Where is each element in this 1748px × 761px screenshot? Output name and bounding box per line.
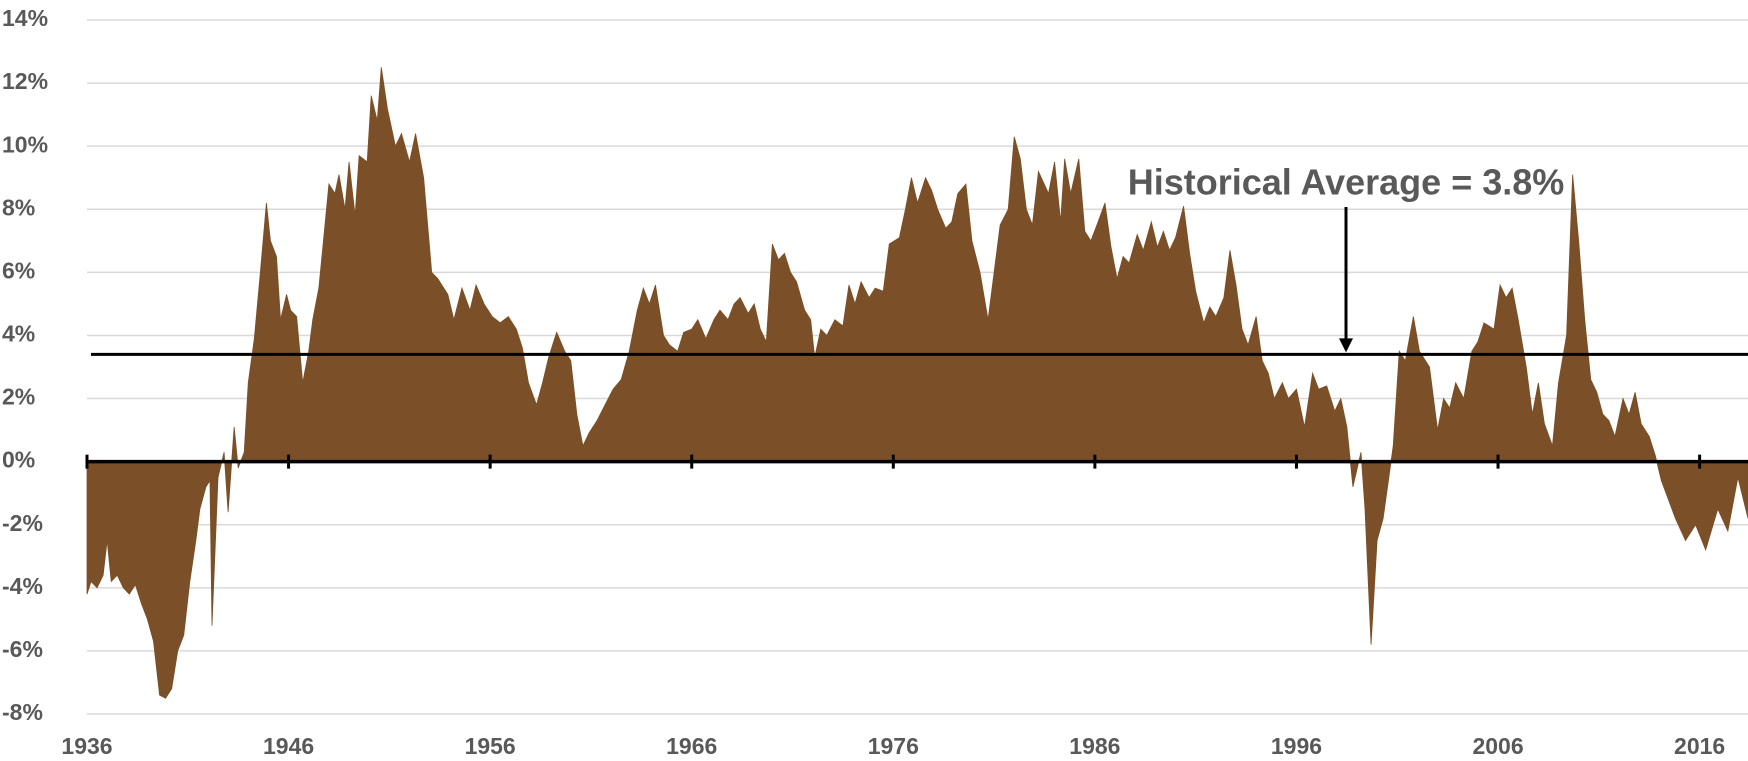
y-tick-label: 14% xyxy=(2,5,48,31)
y-tick-label: 4% xyxy=(2,321,35,347)
y-tick-label: 8% xyxy=(2,194,35,220)
x-tick-label: 1936 xyxy=(61,733,112,759)
annotation: Historical Average = 3.8% xyxy=(1128,162,1565,203)
y-tick-label: -4% xyxy=(2,573,43,599)
arrow-head xyxy=(1339,338,1353,353)
y-tick-label: 6% xyxy=(2,257,35,283)
x-tick-label: 1996 xyxy=(1271,733,1322,759)
y-tick-label: -8% xyxy=(2,699,43,725)
y-tick-label: 2% xyxy=(2,384,35,410)
y-tick-label: 0% xyxy=(2,447,35,473)
x-tick-label: 1986 xyxy=(1069,733,1120,759)
x-tick-label: 1976 xyxy=(868,733,919,759)
x-tick-label: 2016 xyxy=(1674,733,1725,759)
area xyxy=(86,67,1748,699)
y-tick-label: 12% xyxy=(2,68,48,94)
y-tick-label: -2% xyxy=(2,510,43,536)
x-tick-label: 2006 xyxy=(1472,733,1523,759)
x-tick-label: 1946 xyxy=(263,733,314,759)
x-tick-label: 1966 xyxy=(666,733,717,759)
y-tick-label: -6% xyxy=(2,636,43,662)
y-tick-label: 10% xyxy=(2,131,48,157)
x-tick-label: 1956 xyxy=(465,733,516,759)
